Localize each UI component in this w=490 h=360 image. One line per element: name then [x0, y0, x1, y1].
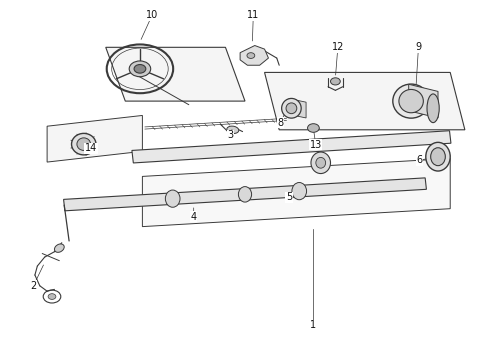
Text: 14: 14: [85, 143, 97, 153]
Text: 9: 9: [416, 42, 421, 52]
Polygon shape: [143, 158, 450, 226]
Text: 12: 12: [332, 42, 344, 52]
Ellipse shape: [431, 148, 445, 166]
Ellipse shape: [282, 98, 301, 118]
Circle shape: [308, 124, 319, 132]
Circle shape: [247, 53, 255, 58]
Ellipse shape: [292, 183, 307, 200]
Ellipse shape: [54, 244, 64, 252]
Circle shape: [134, 64, 146, 73]
Ellipse shape: [72, 134, 96, 155]
Text: 13: 13: [310, 140, 322, 150]
Ellipse shape: [311, 152, 331, 174]
Ellipse shape: [399, 89, 423, 113]
Text: 3: 3: [227, 130, 233, 140]
Text: 1: 1: [310, 320, 317, 330]
Text: 5: 5: [286, 192, 292, 202]
Ellipse shape: [393, 84, 429, 118]
Text: 8: 8: [277, 118, 283, 128]
Text: 6: 6: [417, 155, 423, 165]
Text: 2: 2: [30, 281, 37, 291]
Polygon shape: [240, 45, 269, 65]
Polygon shape: [409, 84, 438, 118]
Circle shape: [331, 78, 340, 85]
Polygon shape: [106, 47, 245, 101]
Polygon shape: [47, 116, 143, 162]
Ellipse shape: [77, 138, 91, 150]
Text: 4: 4: [191, 212, 197, 221]
Ellipse shape: [426, 142, 450, 171]
Polygon shape: [289, 99, 306, 118]
Ellipse shape: [239, 186, 251, 202]
Polygon shape: [132, 131, 451, 163]
Circle shape: [129, 61, 151, 77]
Ellipse shape: [316, 157, 326, 168]
Ellipse shape: [227, 126, 239, 134]
Polygon shape: [64, 178, 426, 211]
Text: 11: 11: [247, 10, 259, 20]
Ellipse shape: [165, 190, 180, 207]
Ellipse shape: [427, 94, 439, 123]
Polygon shape: [265, 72, 465, 130]
Ellipse shape: [286, 103, 297, 114]
Text: 10: 10: [146, 10, 158, 20]
Circle shape: [48, 294, 56, 300]
